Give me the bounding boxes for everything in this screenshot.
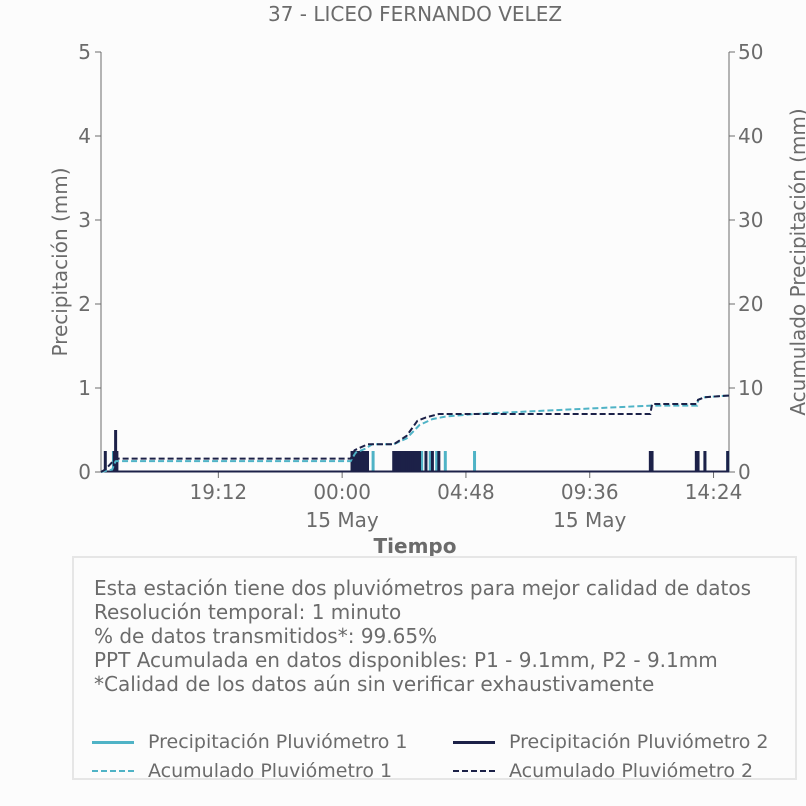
- legend-label: Precipitación Pluviómetro 2: [509, 731, 769, 753]
- x-axis-label: Tiempo: [374, 534, 457, 558]
- legend-item-acum-p1: Acumulado Pluviómetro 1: [92, 760, 392, 782]
- chart-title: 37 - LICEO FERNANDO VELEZ: [268, 2, 562, 26]
- legend-item-p1: Precipitación Pluviómetro 1: [92, 731, 408, 753]
- info-line: Esta estación tiene dos pluviómetros par…: [94, 576, 752, 600]
- x-tick-label: 14:24: [685, 480, 743, 504]
- y-left-tick-label: 0: [78, 460, 91, 484]
- info-line: % de datos transmitidos*: 99.65%: [94, 624, 438, 648]
- legend-swatch: [92, 770, 134, 772]
- legend: Precipitación Pluviómetro 1 Precipitació…: [92, 731, 792, 791]
- legend-swatch: [92, 740, 134, 744]
- info-text: Esta estación tiene dos pluviómetros par…: [94, 576, 751, 696]
- x-tick-label: 04:48: [437, 480, 495, 504]
- x-tick-label: 09:36: [561, 480, 619, 504]
- y-right-tick-label: 10: [738, 376, 763, 400]
- info-box: Esta estación tiene dos pluviómetros par…: [72, 556, 797, 782]
- y-right-tick-label: 30: [738, 208, 763, 232]
- legend-swatch: [453, 770, 495, 772]
- info-line: Resolución temporal: 1 minuto: [94, 600, 402, 624]
- y-left-tick-label: 4: [78, 124, 91, 148]
- x-tick-sublabel: 15 May: [306, 508, 379, 532]
- legend-label: Precipitación Pluviómetro 1: [148, 731, 408, 753]
- legend-label: Acumulado Pluviómetro 2: [509, 760, 754, 782]
- precipitation-chart: 37 - LICEO FERNANDO VELEZ 01234501020304…: [48, 2, 806, 558]
- cumulative-line: [100, 394, 729, 473]
- legend-item-acum-p2: Acumulado Pluviómetro 2: [453, 760, 753, 782]
- y-left-tick-label: 5: [78, 40, 91, 64]
- x-tick-label: 00:00: [313, 480, 371, 504]
- x-tick-label: 19:12: [190, 480, 248, 504]
- legend-swatch: [453, 740, 495, 744]
- legend-item-p2: Precipitación Pluviómetro 2: [453, 731, 769, 753]
- y-axis-left-label: Precipitación (mm): [48, 167, 72, 356]
- legend-label: Acumulado Pluviómetro 1: [148, 760, 393, 782]
- x-tick-sublabel: 15 May: [553, 508, 626, 532]
- y-right-tick-label: 50: [738, 40, 763, 64]
- y-right-tick-label: 0: [738, 460, 751, 484]
- y-left-tick-label: 1: [78, 376, 91, 400]
- y-left-tick-label: 3: [78, 208, 91, 232]
- y-axis-right-label: Acumulado Precipitación (mm): [786, 108, 806, 415]
- y-right-tick-label: 40: [738, 124, 763, 148]
- y-right-tick-label: 20: [738, 292, 763, 316]
- info-line: PPT Acumulada en datos disponibles: P1 -…: [94, 648, 718, 672]
- y-left-tick-label: 2: [78, 292, 91, 316]
- info-line: *Calidad de los datos aún sin verificar …: [94, 672, 655, 696]
